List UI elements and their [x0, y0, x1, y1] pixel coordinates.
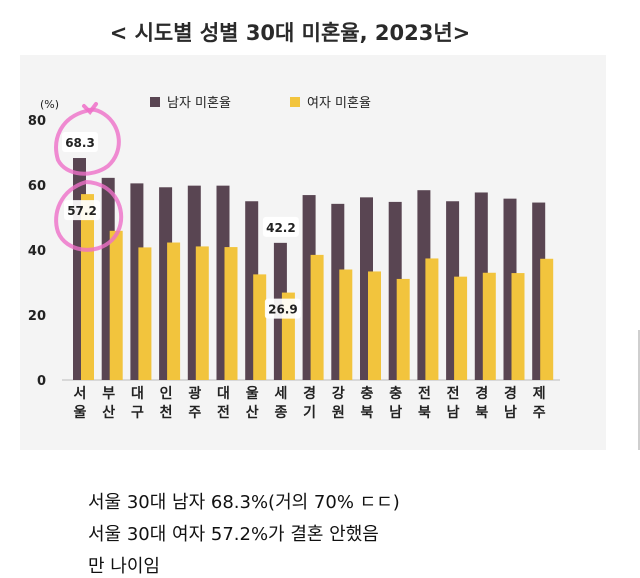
y-axis-unit-label: (%)	[40, 98, 59, 111]
legend-swatch-female	[290, 97, 300, 107]
data-label-box	[262, 216, 299, 237]
legend-label-female: 여자 미혼율	[307, 96, 371, 111]
bar-female-부산	[109, 230, 123, 380]
bar-female-대전	[224, 247, 238, 380]
bar-female-경기	[310, 254, 324, 380]
bar-female-제주	[540, 258, 554, 380]
highlight-circle-female	[54, 180, 124, 252]
highlight-circle-male	[54, 107, 121, 176]
data-label-box	[64, 200, 100, 221]
bar-female-전북	[425, 258, 439, 380]
bar-female-경남	[511, 273, 525, 380]
bar-female-대구	[138, 247, 152, 380]
legend-label-male: 남자 미혼율	[167, 96, 231, 111]
chart-title: < 시도별 성별 30대 미혼율, 2023년>	[110, 21, 471, 45]
bar-female-전남	[454, 276, 468, 380]
bar-female-울산	[253, 274, 267, 380]
highlight-tick-mark	[82, 102, 98, 116]
data-label-box	[62, 132, 98, 153]
caption-line-1: 서울 30대 남자 68.3%(거의 70% ㄷㄷ)	[88, 492, 400, 513]
caption-line-3: 만 나이임	[88, 556, 160, 577]
y-tick-label: 80	[28, 114, 46, 129]
bar-female-강원	[339, 269, 353, 380]
data-label: 57.2	[67, 204, 97, 218]
scrollbar[interactable]	[638, 330, 640, 450]
bar-female-서울	[81, 194, 94, 380]
bar-female-충남	[396, 278, 410, 380]
caption-line-2: 서울 30대 여자 57.2%가 결혼 안했음	[88, 524, 379, 545]
data-label: 26.9	[268, 303, 298, 317]
bar-female-광주	[195, 246, 209, 380]
bar-female-인천	[167, 242, 181, 380]
data-label: 68.3	[65, 136, 95, 150]
y-tick-label: 60	[28, 179, 46, 194]
y-tick-label: 20	[28, 309, 46, 324]
bar-female-충북	[368, 271, 381, 380]
bar-chart: < 시도별 성별 30대 미혼율, 2023년> (%) 0 20 40 60 80 남…	[20, 21, 606, 450]
y-tick-label: 40	[28, 244, 46, 259]
bar-female-경북	[482, 272, 496, 380]
y-tick-label: 0	[37, 374, 46, 389]
legend-swatch-male	[150, 97, 160, 107]
data-label: 42.2	[266, 221, 296, 235]
data-label-box	[264, 298, 301, 319]
